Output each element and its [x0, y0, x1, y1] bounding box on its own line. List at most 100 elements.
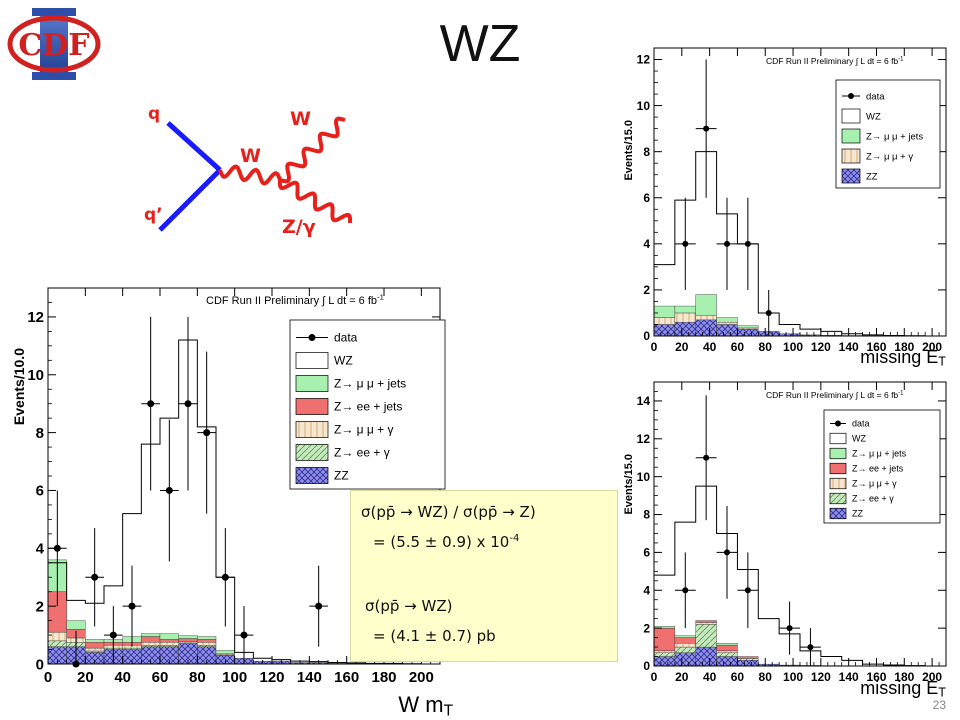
zmm_jets-bar [674, 635, 696, 638]
x-tick-label: 160 [334, 669, 359, 686]
legend-label-data: data [866, 91, 885, 102]
zmm_gamma-bar [85, 647, 105, 652]
zmm_jets-bar [141, 633, 161, 637]
zmm_gamma-bar [178, 641, 198, 644]
data-point [53, 544, 61, 552]
logo-ellipse [7, 15, 101, 73]
legend-swatch-zz [841, 168, 861, 184]
data-point [240, 631, 248, 639]
zz-bar [674, 652, 696, 667]
zz-bar [695, 319, 717, 337]
xsec-wz-value: = (4.1 ± 0.7) pb [373, 627, 496, 645]
zz-bar [716, 656, 738, 667]
y-tick-label: 10 [27, 367, 44, 384]
legend-label-zmm_gamma: Z→ μ μ + γ [334, 423, 394, 437]
legend-swatch-zee_gamma [295, 444, 329, 461]
xsec-ratio-label: σ(pp̄ → WZ) / σ(pp̄ → Z) [361, 503, 536, 521]
data-point [786, 625, 793, 632]
wz-bar [841, 333, 863, 336]
data-point [109, 631, 117, 639]
y-tick-label: 12 [637, 432, 651, 446]
x-tick-label: 160 [866, 670, 886, 684]
logo-text: CDF [18, 28, 89, 63]
wz-bar [820, 331, 842, 336]
zz-bar [695, 646, 717, 667]
antiquark-line [158, 168, 222, 232]
y-tick-label: 6 [643, 191, 650, 205]
y-tick-label: 6 [36, 483, 44, 500]
legend-label-zz: ZZ [866, 171, 878, 182]
data-point [91, 573, 99, 581]
plot-met-bottom: 0 20 40 60 80 100 120 140 160 180 200 0 2 4 6 8 10 12 14 Ev… [620, 372, 952, 702]
wz-bar [820, 656, 842, 666]
y-tick-label: 8 [36, 425, 44, 442]
y-tick-label: 12 [27, 309, 44, 326]
legend-label-zmm_gamma: Z→ μ μ + γ [852, 479, 897, 489]
x-tick-label: 140 [297, 669, 322, 686]
x-axis-label-sub: T [938, 686, 946, 700]
y-tick-label: 0 [643, 329, 650, 343]
wz-bar [178, 340, 198, 664]
legend-label-data: data [852, 419, 870, 429]
zmm_gamma-bar [695, 622, 717, 625]
zmm_gamma-bar [674, 643, 696, 648]
legend-data-marker [308, 334, 316, 341]
legend-label-zmm_jets: Z→ μ μ + jets [866, 131, 923, 142]
zee_gamma-bar [716, 652, 738, 657]
zz-bar [653, 324, 676, 337]
x-tick-label: 60 [731, 340, 745, 354]
cross-section-box: σ(pp̄ → WZ) / σ(pp̄ → Z) = (5.5 ± 0.9) x… [350, 490, 618, 662]
data-point [165, 486, 173, 494]
y-tick-label: 12 [637, 53, 651, 67]
data-point [765, 309, 772, 316]
x-axis-label: missing ET [860, 678, 946, 700]
x-tick-label: 200 [409, 669, 434, 686]
legend-label-zmm_jets: Z→ μ μ + jets [852, 449, 907, 459]
data-point [682, 240, 689, 247]
y-tick-label: 4 [643, 583, 650, 597]
data-point [724, 240, 730, 247]
plot-annotation: CDF Run II Preliminary ∫ L dt = 6 fb-1 [766, 56, 904, 66]
zmm_jets-bar [737, 325, 759, 329]
zee_jets-bar [85, 642, 105, 649]
wz-bar [862, 334, 884, 336]
x-tick-label: 140 [839, 340, 859, 354]
zmm_gamma-bar [674, 312, 696, 323]
zmm_gamma-bar [159, 642, 179, 646]
zmm_jets-bar [159, 633, 179, 640]
legend-swatch-zmm_jets [841, 128, 861, 144]
x-tick-label: 160 [866, 340, 886, 354]
legend-swatch-zmm_gamma [829, 477, 847, 490]
data-point [72, 660, 80, 668]
legend-label-zz: ZZ [852, 509, 863, 519]
xsec-wz-label: σ(pp̄ → WZ) [365, 597, 453, 615]
wz-bar [141, 444, 160, 664]
feynman-diagram: q q’ W W Z/γ [144, 104, 353, 238]
wz-bar [695, 151, 717, 336]
qbar-label: q’ [144, 205, 163, 225]
y-axis-label: Events/15.0 [623, 454, 635, 515]
zee_gamma-bar [159, 645, 179, 647]
wz-bar [716, 533, 738, 666]
x-tick-label: 0 [651, 670, 658, 684]
zee_jets-bar [737, 656, 759, 659]
plot-met-top: 0 20 40 60 80 100 120 140 160 180 200 0 2 4 6 8 10 12 Even… [620, 38, 952, 368]
x-tick-label: 60 [731, 670, 745, 684]
plot-annotation-exp: -1 [377, 293, 384, 302]
legend-label-zee_jets: Z→ ee + jets [852, 464, 904, 474]
legend-label-zmm_jets: Z→ μ μ + jets [334, 377, 406, 391]
legend-data-marker [848, 93, 854, 99]
x-axis-label: missing ET [860, 347, 946, 368]
legend-label-wz: WZ [852, 434, 866, 444]
x-axis-label-sub: T [938, 355, 946, 368]
y-tick-label: 0 [643, 659, 650, 673]
zee_gamma-bar [197, 645, 217, 647]
wz-bar [779, 324, 800, 336]
data-point [221, 573, 229, 581]
x-tick-label: 140 [839, 670, 859, 684]
zmm_gamma-bar [695, 315, 717, 321]
wz-bar [862, 664, 884, 666]
zee_jets-bar [695, 620, 717, 623]
legend-swatch-zmm_jets [829, 447, 847, 460]
legend-label-zee_gamma: Z→ ee + γ [334, 446, 390, 460]
